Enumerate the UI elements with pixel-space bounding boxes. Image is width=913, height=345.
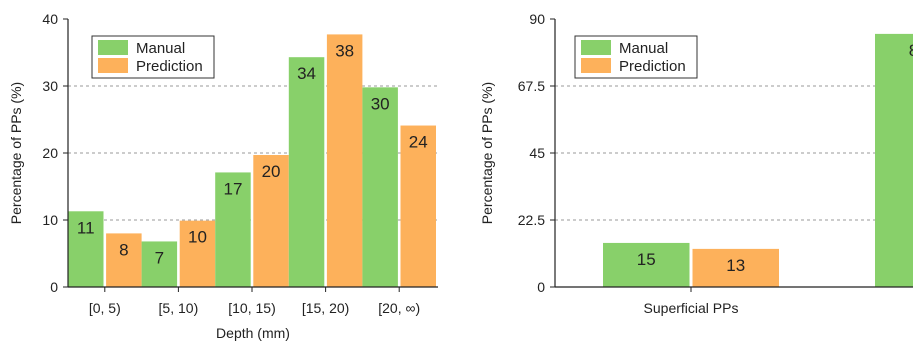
legend-swatch-manual [98,40,128,55]
bar-manual-5 [362,87,398,287]
legend-swatch-prediction [581,58,611,73]
data-label: 20 [262,162,281,181]
data-label: 7 [155,248,164,267]
bar-manual-1 [68,211,104,287]
legend-label-prediction: Prediction [136,58,203,75]
y-tick-label: 20 [42,145,58,161]
chart-1: 0 10 20 30 40 11 8 [0, 5) 7 10 [5, 10) 17 20 [10, 15)… [8,11,438,341]
x-tick-label: Superficial PPs [644,300,739,316]
bar-prediction-5 [400,125,436,287]
x-tick-label: [5, 10) [159,300,199,316]
x-tick-label: [10, 15) [228,300,275,316]
x-tick-label: [0, 5) [89,300,121,316]
y-tick-label: 67.5 [518,78,545,94]
legend-label-manual: Manual [136,40,185,57]
bar-prediction-4 [326,34,363,287]
bar-manual-3 [215,172,251,287]
y-tick-label: 90 [529,11,545,27]
y-tick-label: 30 [42,78,58,94]
data-label: 85 [909,41,913,60]
legend-swatch-manual [581,40,611,55]
bar-prediction-1 [106,233,142,287]
bar-manual-1 [603,242,690,287]
data-label: 10 [188,228,207,247]
data-label: 13 [726,256,745,275]
y-axis-label: Percentage of PPs (%) [479,82,495,224]
legend-swatch-prediction [98,58,128,73]
y-tick-label: 45 [529,145,545,161]
bar-prediction-3 [253,155,289,287]
data-label: 38 [335,41,354,60]
y-tick-label: 40 [42,11,58,27]
x-axis-label: Depth (mm) [216,325,290,341]
y-axis-label: Percentage of PPs (%) [8,82,24,224]
data-label: 30 [371,94,390,113]
legend-label-manual: Manual [619,40,668,57]
x-tick-label: [20, ∞) [378,300,420,316]
data-label: 15 [637,250,656,269]
data-label: 24 [409,133,428,152]
y-tick-label: 0 [50,279,58,295]
y-tick-label: 0 [537,279,545,295]
x-tick-label: [15, 20) [302,300,349,316]
bar-prediction-1 [692,248,779,287]
legend-label-prediction: Prediction [619,58,686,75]
bar-manual-2 [875,33,913,288]
data-label: 11 [77,218,95,237]
y-tick-label: 22.5 [518,212,545,228]
bar-prediction-2 [179,220,216,287]
y-tick-label: 10 [42,212,58,228]
data-label: 17 [223,179,242,198]
bar-manual-2 [141,241,178,287]
data-label: 8 [119,240,128,259]
bar-manual-4 [288,57,325,287]
data-label: 34 [297,64,316,83]
